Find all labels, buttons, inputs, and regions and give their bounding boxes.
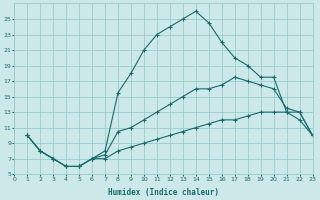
X-axis label: Humidex (Indice chaleur): Humidex (Indice chaleur) (108, 188, 219, 197)
